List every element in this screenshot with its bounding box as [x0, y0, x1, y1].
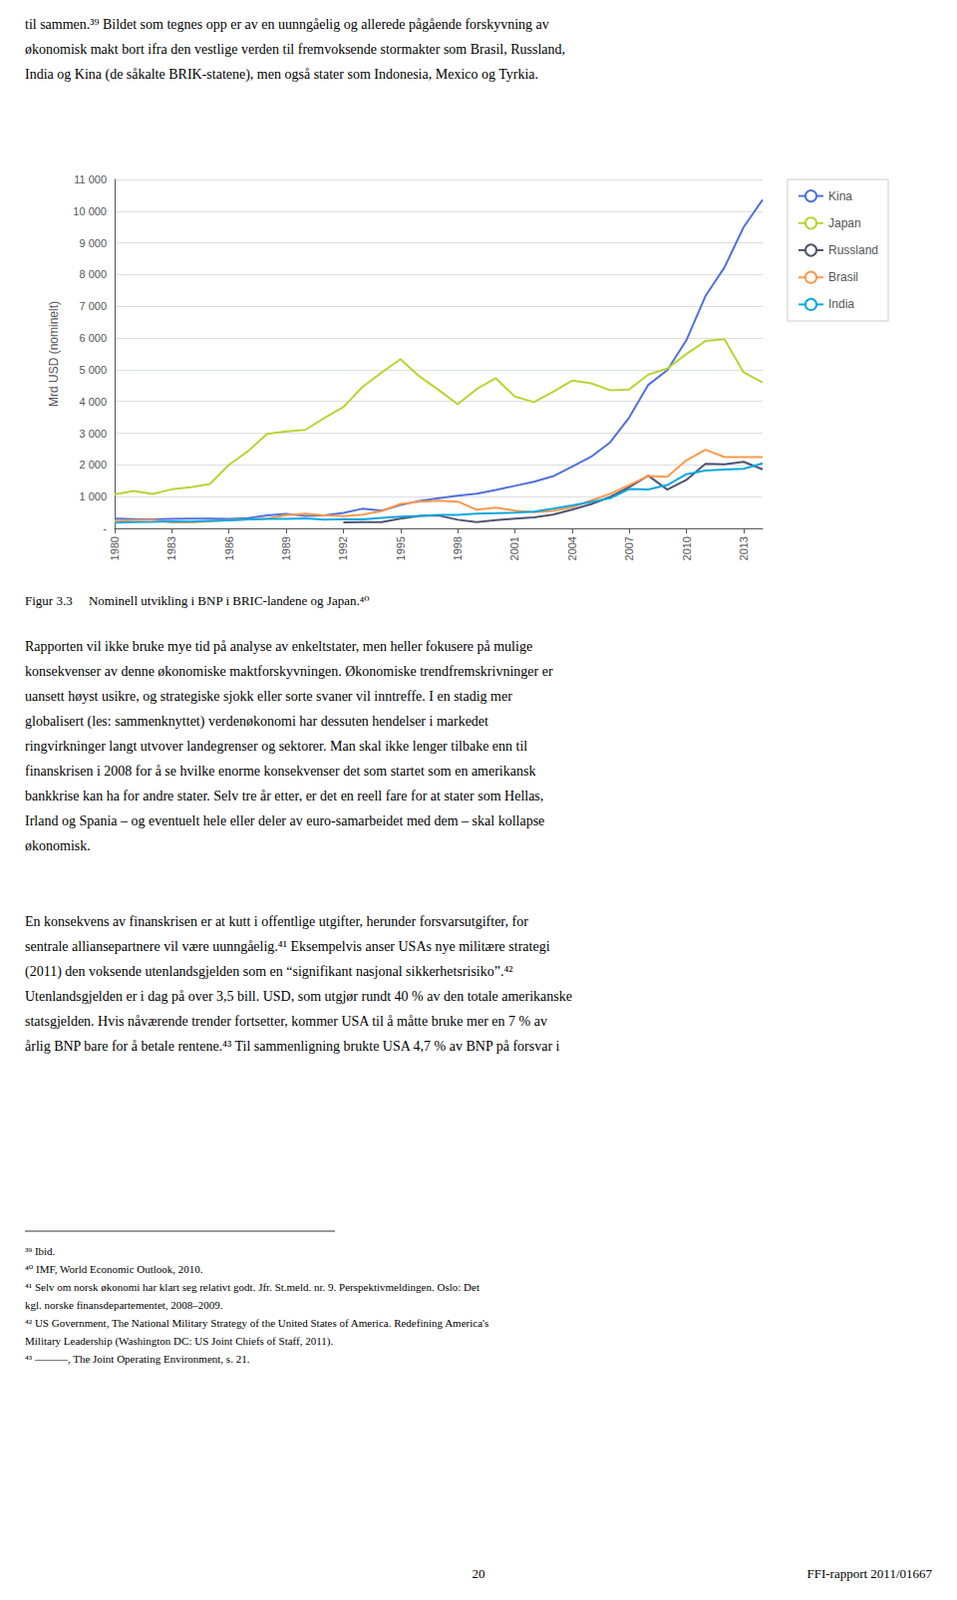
- svg-text:⁴² US Government, The National: ⁴² US Government, The National Military …: [24, 1316, 489, 1329]
- svg-text:1995: 1995: [394, 536, 407, 561]
- svg-text:årlig BNP bare for å betale re: årlig BNP bare for å betale rentene.⁴³ T…: [24, 1038, 561, 1054]
- svg-text:9 000: 9 000: [78, 237, 107, 250]
- svg-text:En konsekvens av finanskrisen: En konsekvens av finanskrisen er at kutt…: [24, 914, 529, 930]
- svg-text:11 000: 11 000: [73, 173, 107, 186]
- svg-text:1992: 1992: [336, 536, 349, 561]
- svg-text:2013: 2013: [737, 536, 750, 561]
- svg-text:Kina: Kina: [828, 189, 853, 204]
- svg-text:1980: 1980: [108, 536, 121, 561]
- svg-text:til sammen.³⁹ Bildet som tegne: til sammen.³⁹ Bildet som tegnes opp er a…: [24, 16, 550, 32]
- svg-text:statsgjelden. Hvis nåværende t: statsgjelden. Hvis nåværende trender for…: [24, 1013, 548, 1029]
- svg-text:⁴³ ———, The Joint Operating En: ⁴³ ———, The Joint Operating Environment,…: [24, 1352, 251, 1365]
- svg-text:2010: 2010: [680, 536, 693, 561]
- svg-text:Rapporten vil ikke bruke mye t: Rapporten vil ikke bruke mye tid på anal…: [24, 638, 533, 654]
- svg-text:⁴⁰ IMF, World Economic Outlook: ⁴⁰ IMF, World Economic Outlook, 2010.: [24, 1263, 204, 1276]
- svg-text:Russland: Russland: [828, 243, 879, 258]
- svg-text:-: -: [102, 522, 107, 535]
- svg-text:2001: 2001: [508, 536, 521, 561]
- svg-text:2004: 2004: [566, 536, 579, 561]
- svg-text:India og Kina (de såkalte BRIK: India og Kina (de såkalte BRIK-statene),…: [24, 66, 539, 83]
- svg-text:2007: 2007: [623, 536, 636, 561]
- svg-text:økonomisk makt bort ifra den v: økonomisk makt bort ifra den vestlige ve…: [24, 41, 566, 57]
- svg-text:Military Leadership (Washingto: Military Leadership (Washington DC: US J…: [24, 1334, 333, 1348]
- svg-text:1998: 1998: [451, 536, 464, 561]
- svg-text:1986: 1986: [223, 536, 236, 561]
- svg-text:2 000: 2 000: [78, 458, 107, 471]
- svg-text:økonomisk.: økonomisk.: [24, 838, 91, 854]
- svg-text:(2011) den voksende utenlandsg: (2011) den voksende utenlandsgjelden som…: [24, 963, 514, 980]
- svg-text:5 000: 5 000: [78, 363, 107, 376]
- svg-text:7 000: 7 000: [78, 300, 107, 313]
- svg-text:uansett høyst usikre, og strat: uansett høyst usikre, og strategiske sjo…: [24, 688, 513, 704]
- svg-text:1989: 1989: [280, 536, 293, 561]
- svg-text:Irland og Spania – og eventuel: Irland og Spania – og eventuelt hele ell…: [24, 813, 545, 829]
- svg-text:20: 20: [472, 1566, 486, 1582]
- svg-text:bankkrise kan ha for andre sta: bankkrise kan ha for andre stater. Selv …: [24, 788, 544, 804]
- svg-text:Utenlandsgjelden er i dag på o: Utenlandsgjelden er i dag på over 3,5 bi…: [24, 988, 573, 1004]
- svg-text:ringvirkninger langt utvover l: ringvirkninger langt utvover landegrense…: [24, 738, 528, 754]
- svg-text:finanskrisen i 2008 for å se h: finanskrisen i 2008 for å se hvilke enor…: [24, 763, 536, 779]
- svg-text:Japan: Japan: [828, 216, 862, 231]
- svg-text:10 000: 10 000: [72, 205, 107, 218]
- svg-text:³⁹ Ibid.: ³⁹ Ibid.: [24, 1245, 56, 1258]
- svg-text:India: India: [828, 297, 855, 312]
- svg-text:1983: 1983: [165, 536, 178, 561]
- svg-text:kgl. norske finansdepartemente: kgl. norske finansdepartementet, 2008–20…: [24, 1298, 224, 1311]
- svg-text:⁴¹ Selv om norsk økonomi har k: ⁴¹ Selv om norsk økonomi har klart seg r…: [24, 1280, 480, 1293]
- svg-text:konsekvenser av denne økonomis: konsekvenser av denne økonomiske maktfor…: [24, 663, 554, 679]
- svg-text:sentrale alliansepartnere vil: sentrale alliansepartnere vil være uunng…: [24, 939, 551, 955]
- svg-text:8 000: 8 000: [78, 268, 107, 281]
- svg-text:globalisert (les: sammenknytte: globalisert (les: sammenknyttet) verdenø…: [24, 713, 489, 730]
- svg-text:Figur 3.3 Nominell utvikling: Figur 3.3 Nominell utvikling i BNP i BRI…: [24, 593, 369, 609]
- svg-text:FFI-rapport 2011/01667: FFI-rapport 2011/01667: [806, 1566, 933, 1582]
- svg-text:Brasil: Brasil: [828, 270, 859, 285]
- svg-text:3 000: 3 000: [78, 427, 107, 440]
- svg-text:1 000: 1 000: [78, 490, 107, 503]
- svg-text:4 000: 4 000: [78, 395, 107, 408]
- svg-text:6 000: 6 000: [78, 331, 107, 344]
- svg-text:Mrd USD (nominelt): Mrd USD (nominelt): [46, 301, 61, 407]
